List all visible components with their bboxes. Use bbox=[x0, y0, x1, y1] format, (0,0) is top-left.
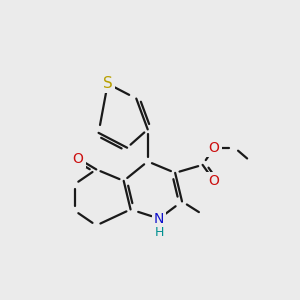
Text: S: S bbox=[103, 76, 112, 91]
Text: O: O bbox=[208, 174, 220, 188]
Text: O: O bbox=[73, 152, 83, 166]
Text: O: O bbox=[208, 141, 220, 155]
Text: H: H bbox=[154, 226, 164, 239]
Text: N: N bbox=[154, 212, 164, 226]
